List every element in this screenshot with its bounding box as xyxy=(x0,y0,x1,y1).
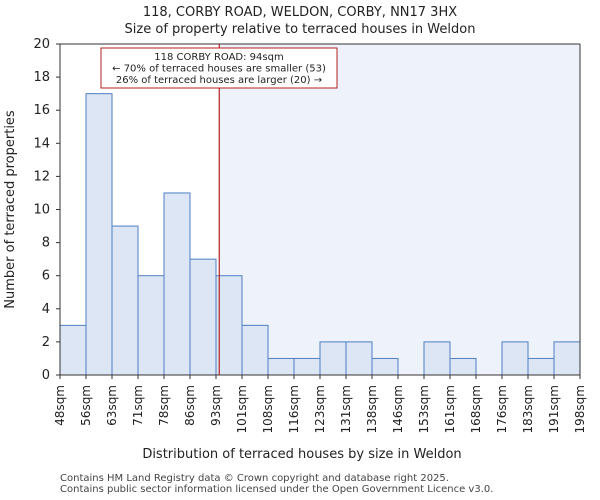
y-tick-label: 6 xyxy=(42,269,50,284)
histogram-bar xyxy=(163,192,191,376)
x-tick-label: 116sqm xyxy=(287,385,301,433)
x-tick-label: 138sqm xyxy=(365,385,379,433)
annotation-line: 26% of terraced houses are larger (20) → xyxy=(116,75,322,86)
y-tick-label: 16 xyxy=(33,103,50,118)
y-tick-label: 4 xyxy=(42,302,50,317)
y-tick-label: 18 xyxy=(33,70,50,85)
annotation-box xyxy=(100,47,338,89)
x-tick-label: 176sqm xyxy=(495,385,509,433)
annotation-line: ← 70% of terraced houses are smaller (53… xyxy=(112,64,326,75)
chart-title: 118, CORBY ROAD, WELDON, CORBY, NN17 3HX xyxy=(142,5,458,20)
y-tick-label: 2 xyxy=(42,335,50,350)
footer-copyright: Contains HM Land Registry data © Crown c… xyxy=(60,473,449,484)
x-tick-label: 153sqm xyxy=(417,385,431,433)
x-tick-label: 56sqm xyxy=(79,385,93,426)
histogram-bar xyxy=(319,341,347,376)
y-axis-title: Number of terraced properties xyxy=(3,110,18,309)
histogram-bar xyxy=(189,258,217,376)
x-tick-label: 108sqm xyxy=(261,385,275,433)
histogram-bar xyxy=(501,341,529,376)
larger-region-shade xyxy=(219,44,580,375)
histogram-bar xyxy=(371,357,399,376)
histogram-bar xyxy=(85,93,113,376)
x-tick-label: 183sqm xyxy=(521,385,535,433)
y-tick-label: 0 xyxy=(42,368,50,383)
histogram-bar xyxy=(267,357,295,376)
histogram-bar xyxy=(345,341,373,376)
x-tick-label: 63sqm xyxy=(105,385,119,426)
x-tick-label: 71sqm xyxy=(131,385,145,426)
histogram-bar xyxy=(111,225,139,376)
histogram-bar xyxy=(137,275,165,376)
x-tick-label: 123sqm xyxy=(313,385,327,433)
y-tick-label: 14 xyxy=(33,136,50,151)
x-tick-label: 146sqm xyxy=(391,385,405,433)
x-tick-label: 48sqm xyxy=(53,385,67,426)
annotation-line: 118 CORBY ROAD: 94sqm xyxy=(154,52,283,63)
histogram-bar xyxy=(527,357,555,376)
histogram-bar xyxy=(423,341,451,376)
histogram-bar xyxy=(59,324,87,376)
x-tick-label: 101sqm xyxy=(235,385,249,433)
x-tick-label: 86sqm xyxy=(183,385,197,426)
x-axis-title: Distribution of terraced houses by size … xyxy=(142,447,461,462)
x-tick-label: 198sqm xyxy=(573,385,587,433)
x-tick-label: 131sqm xyxy=(339,385,353,433)
y-tick-label: 20 xyxy=(33,37,50,52)
x-tick-label: 93sqm xyxy=(209,385,223,426)
histogram-bar xyxy=(293,357,321,376)
x-tick-label: 168sqm xyxy=(469,385,483,433)
histogram-bar xyxy=(215,275,243,376)
x-tick-label: 78sqm xyxy=(157,385,171,426)
y-tick-label: 10 xyxy=(33,203,50,218)
chart-subtitle: Size of property relative to terraced ho… xyxy=(124,22,476,37)
x-tick-label: 161sqm xyxy=(443,385,457,433)
histogram-bar xyxy=(449,357,477,376)
x-tick-label: 191sqm xyxy=(547,385,561,433)
y-tick-label: 8 xyxy=(42,236,50,251)
histogram-bar xyxy=(241,324,269,376)
histogram-bar xyxy=(553,341,581,376)
footer-licence: Contains public sector information licen… xyxy=(60,484,494,495)
y-tick-label: 12 xyxy=(33,169,50,184)
